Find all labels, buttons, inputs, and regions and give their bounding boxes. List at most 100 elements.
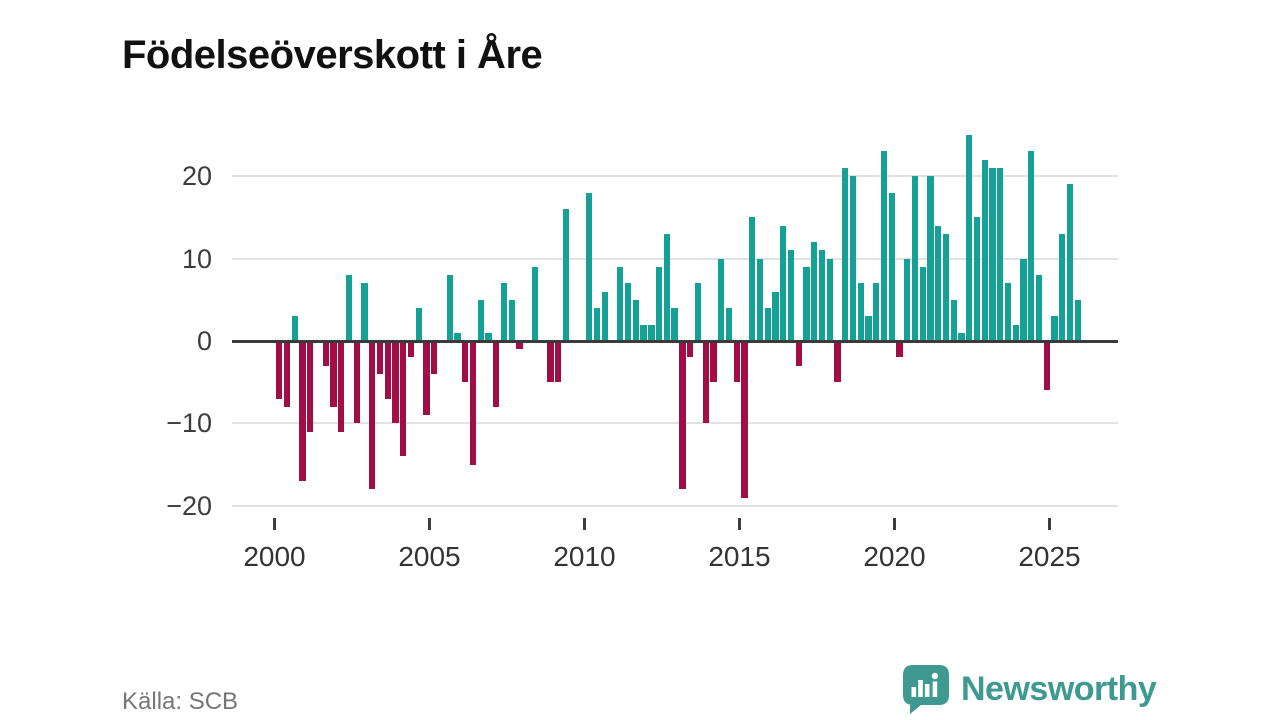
bar-2019-q2 (873, 283, 880, 341)
bar-2015-q4 (764, 308, 771, 341)
bar-2016-q1 (772, 291, 779, 341)
x-axis-label-2025: 2025 (1018, 541, 1081, 572)
y-axis-label-20: 20 (181, 161, 212, 192)
zero-axis-line (232, 339, 1118, 343)
bar-2021-q1 (927, 176, 934, 341)
bar-2025-q4 (1074, 299, 1081, 341)
bar-2012-q3 (663, 233, 671, 341)
bar-2003-q4 (392, 341, 399, 424)
bar-2021-q2 (935, 225, 942, 341)
x-axis-tick-2005 (428, 518, 431, 530)
bar-2025-q1 (1051, 316, 1058, 341)
bar-2011-q2 (624, 283, 632, 341)
bar-2007-q4 (516, 341, 523, 350)
chart-title: Födelseöverskott i Åre (122, 32, 543, 77)
bar-2004-q2 (407, 341, 415, 358)
bar-2006-q2 (469, 341, 477, 465)
bar-2010-q2 (593, 308, 601, 341)
bar-2017-q1 (803, 266, 810, 341)
source-note: Källa: SCB (122, 688, 239, 715)
bar-2013-q3 (694, 283, 702, 341)
brand-name: Newsworthy (961, 670, 1157, 708)
gridline--20 (232, 504, 1118, 507)
x-axis-label-2020: 2020 (863, 541, 926, 572)
bar-2014-q1 (710, 341, 717, 383)
gridline-10 (232, 257, 1118, 260)
x-axis-tick-2010 (583, 518, 586, 530)
bar-2000-q2 (283, 341, 291, 407)
bar-2021-q4 (950, 299, 957, 341)
bar-2013-q1 (679, 341, 686, 490)
bar-2011-q1 (617, 266, 624, 341)
bar-2013-q2 (686, 341, 694, 358)
bar-2020-q2 (904, 258, 911, 341)
bar-2004-q3 (415, 308, 422, 341)
bar-2007-q3 (508, 299, 515, 341)
bar-2011-q3 (632, 299, 639, 341)
bar-2009-q2 (562, 209, 570, 341)
bar-2023-q3 (1004, 283, 1012, 341)
bar-2023-q1 (989, 167, 996, 341)
bar-2015-q1 (741, 341, 748, 498)
bar-2017-q3 (818, 250, 826, 341)
x-axis-tick-2000 (273, 518, 276, 530)
bar-2006-q4 (485, 332, 492, 341)
bar-2021-q3 (942, 233, 950, 341)
bar-2000-q1 (276, 341, 283, 399)
bar-2001-q4 (330, 341, 337, 407)
bar-2018-q1 (834, 341, 841, 383)
bar-2015-q3 (756, 258, 764, 341)
bar-2018-q3 (849, 176, 857, 341)
bar-2007-q2 (500, 283, 508, 341)
x-axis-label-2010: 2010 (553, 541, 616, 572)
bar-2017-q4 (826, 258, 833, 341)
bar-2003-q1 (369, 341, 376, 490)
bar-2016-q4 (795, 341, 802, 366)
bar-2002-q2 (345, 275, 353, 341)
bar-2024-q4 (1043, 341, 1050, 391)
x-axis-tick-2020 (893, 518, 896, 530)
bar-2014-q4 (733, 341, 740, 383)
bar-2019-q1 (865, 316, 872, 341)
bar-2000-q3 (291, 316, 298, 341)
bar-2003-q3 (384, 341, 391, 399)
bar-2002-q1 (338, 341, 345, 432)
bar-2014-q3 (725, 308, 733, 341)
bar-2012-q2 (655, 266, 663, 341)
bar-2020-q3 (911, 176, 919, 341)
bar-2018-q2 (842, 167, 849, 341)
bar-2015-q2 (749, 217, 756, 341)
bar-2006-q3 (477, 299, 484, 341)
bar-2022-q4 (981, 159, 988, 341)
bar-2007-q1 (493, 341, 500, 407)
bar-2016-q2 (780, 225, 787, 341)
bar-2014-q2 (718, 258, 725, 341)
bar-2004-q4 (423, 341, 430, 416)
bar-2024-q2 (1028, 151, 1035, 341)
y-axis-label--20: −20 (166, 490, 212, 521)
newsworthy-bubble-icon (903, 665, 949, 714)
bar-2025-q3 (1066, 184, 1074, 341)
bar-2022-q3 (973, 217, 981, 341)
bar-2022-q1 (958, 332, 965, 341)
x-axis-tick-2015 (738, 518, 741, 530)
bar-2013-q4 (702, 341, 709, 424)
bar-2019-q3 (880, 151, 888, 341)
bar-2025-q2 (1059, 233, 1066, 341)
gridline-20 (232, 175, 1118, 178)
bar-2004-q1 (400, 341, 407, 457)
bar-2006-q1 (462, 341, 469, 383)
bar-2022-q2 (966, 135, 973, 341)
bar-2024-q3 (1035, 275, 1043, 341)
bar-2001-q3 (322, 341, 329, 366)
y-axis-label--10: −10 (166, 408, 212, 439)
bar-2005-q3 (446, 275, 453, 341)
bar-2001-q1 (307, 341, 314, 432)
y-axis-label-10: 10 (181, 243, 212, 274)
y-axis-label-0: 0 (196, 326, 212, 356)
bar-2008-q4 (547, 341, 554, 383)
bar-2011-q4 (640, 324, 647, 341)
bar-2009-q1 (555, 341, 562, 383)
